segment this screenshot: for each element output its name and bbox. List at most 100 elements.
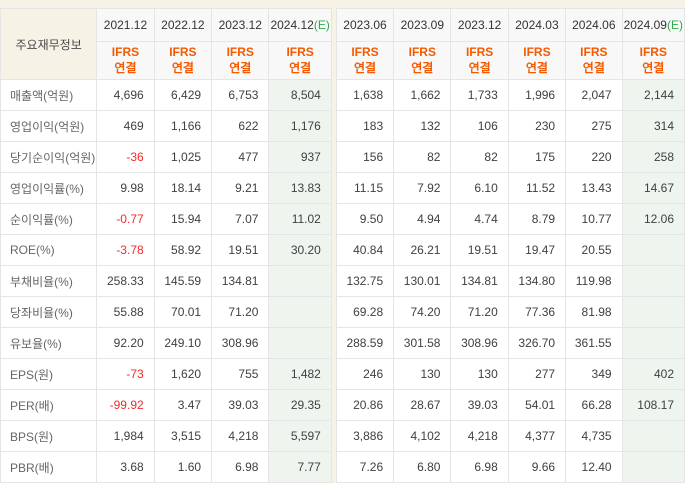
- row-label: BPS(원): [0, 420, 98, 452]
- table-cell: 14.67: [621, 172, 685, 204]
- column-date-label: 2023.12: [457, 18, 502, 32]
- table-row-영업이익(억원): 영업이익(억원) 469 1,166 622 1,176: [0, 110, 332, 142]
- table-cell: 12.06: [621, 203, 685, 235]
- row-label: PER(배): [0, 389, 98, 421]
- row-label: 당기순이익(억원): [0, 141, 98, 173]
- ifrs-consolidated-header: IFRS 연결: [565, 41, 623, 80]
- ifrs-label: IFRS: [111, 44, 140, 59]
- column-header-2023.06: 2023.06: [335, 8, 395, 42]
- table-cell: 4,696: [96, 79, 155, 111]
- table-cell: 9.98: [96, 172, 155, 204]
- column-header-2024.03: 2024.03: [507, 8, 567, 42]
- column-header-2021.12: 2021.12: [96, 8, 155, 42]
- table-title: 주요재무정보: [0, 8, 98, 80]
- table-cell: 277: [507, 358, 567, 390]
- table-row-유보율(%): 288.59 301.58 308.96 326.70 361.55: [335, 327, 685, 359]
- table-row-순이익률(%): 순이익률(%) -0.77 15.94 7.07 11.02: [0, 203, 332, 235]
- table-cell: 77.36: [507, 296, 567, 328]
- consolidated-label: 연결: [289, 60, 312, 75]
- table-cell: 175: [507, 141, 567, 173]
- table-row-PBR(배): 7.26 6.80 6.98 9.66 12.40: [335, 451, 685, 483]
- consolidated-label: 연결: [411, 60, 434, 75]
- table-row-EPS(원): 246 130 130 277 349 402: [335, 358, 685, 390]
- ifrs-label: IFRS: [523, 44, 551, 59]
- table-cell: 1,733: [450, 79, 509, 111]
- financial-summary-tables: 주요재무정보 2021.12 2022.12 2023.12 2024.12(E) I…: [0, 8, 685, 483]
- table-cell: 477: [211, 141, 270, 173]
- ifrs-label: IFRS: [639, 44, 667, 59]
- table-row-당좌비율(%): 69.28 74.20 71.20 77.36 81.98: [335, 296, 685, 328]
- ifrs-label: IFRS: [286, 44, 314, 59]
- table-cell: 755: [211, 358, 270, 390]
- table-row-PBR(배): PBR(배) 3.68 1.60 6.98 7.77: [0, 451, 332, 483]
- table-cell: 230: [507, 110, 567, 142]
- consolidated-label: 연결: [229, 60, 252, 75]
- table-cell: 40.84: [335, 234, 395, 266]
- table-row-영업이익률(%): 영업이익률(%) 9.98 18.14 9.21 13.83: [0, 172, 332, 204]
- table-cell: 326.70: [507, 327, 567, 359]
- column-date-label: 2024.06: [572, 18, 616, 32]
- table-cell: 11.02: [268, 203, 332, 235]
- table-row-당좌비율(%): 당좌비율(%) 55.88 70.01 71.20: [0, 296, 332, 328]
- ifrs-label: IFRS: [408, 44, 436, 59]
- table-cell: 18.14: [153, 172, 213, 204]
- table-cell: 13.83: [268, 172, 332, 204]
- table-cell: 29.35: [268, 389, 332, 421]
- table-cell: 7.07: [211, 203, 270, 235]
- table-cell: 2,144: [621, 79, 685, 111]
- table-cell: 1,176: [268, 110, 332, 142]
- row-label: 매출액(억원): [0, 79, 98, 111]
- table-row-매출액(억원): 매출액(억원) 4,696 6,429 6,753 8,504: [0, 79, 332, 111]
- ifrs-consolidated-header: IFRS 연결: [393, 41, 452, 80]
- column-header-2024.06: 2024.06: [565, 8, 623, 42]
- table-cell: 1,638: [335, 79, 395, 111]
- table-cell: 82: [393, 141, 452, 173]
- table-cell: -0.77: [96, 203, 155, 235]
- table-cell: 258: [621, 141, 685, 173]
- table-cell: 6.98: [450, 451, 509, 483]
- table-cell: 2,047: [565, 79, 623, 111]
- table-cell: 4,102: [393, 420, 452, 452]
- table-row-영업이익률(%): 11.15 7.92 6.10 11.52 13.43 14.67: [335, 172, 685, 204]
- column-header-2024.09: 2024.09(E): [621, 8, 685, 42]
- table-cell: 1,482: [268, 358, 332, 390]
- row-label: 부채비율(%): [0, 265, 98, 297]
- table-cell: 4,218: [211, 420, 270, 452]
- table-cell: 74.20: [393, 296, 452, 328]
- annual-date-row: 주요재무정보 2021.12 2022.12 2023.12 2024.12(E): [0, 8, 332, 80]
- table-cell: 1,662: [393, 79, 452, 111]
- table-cell: 4.74: [450, 203, 509, 235]
- table-cell: 469: [96, 110, 155, 142]
- table-cell: 258.33: [96, 265, 155, 297]
- table-cell: 1,996: [507, 79, 567, 111]
- column-header-2023.12: 2023.12: [450, 8, 509, 42]
- table-row-EPS(원): EPS(원) -73 1,620 755 1,482: [0, 358, 332, 390]
- table-cell: 11.15: [335, 172, 395, 204]
- table-cell: 11.52: [507, 172, 567, 204]
- estimate-mark: (E): [666, 18, 683, 32]
- row-label: 당좌비율(%): [0, 296, 98, 328]
- row-label: ROE(%): [0, 234, 98, 266]
- consolidated-label: 연결: [353, 60, 377, 75]
- table-cell: 28.67: [393, 389, 452, 421]
- table-cell: 314: [621, 110, 685, 142]
- table-cell: 19.47: [507, 234, 567, 266]
- table-cell: 106: [450, 110, 509, 142]
- ifrs-consolidated-header: IFRS 연결: [96, 41, 155, 80]
- table-cell: 20.55: [565, 234, 623, 266]
- table-cell: 15.94: [153, 203, 213, 235]
- table-cell: 4,218: [450, 420, 509, 452]
- ifrs-consolidated-header: IFRS 연결: [335, 41, 395, 80]
- table-cell: 349: [565, 358, 623, 390]
- table-cell: 6.80: [393, 451, 452, 483]
- row-label: 순이익률(%): [0, 203, 98, 235]
- table-cell: 30.20: [268, 234, 332, 266]
- annual-financial-table: 주요재무정보 2021.12 2022.12 2023.12 2024.12(E) I…: [0, 8, 332, 483]
- table-cell: [268, 327, 332, 359]
- table-cell: 81.98: [565, 296, 623, 328]
- table-cell: 10.77: [565, 203, 623, 235]
- table-cell: 69.28: [335, 296, 395, 328]
- table-cell: 1,620: [153, 358, 213, 390]
- table-cell: 6,753: [211, 79, 270, 111]
- table-row-부채비율(%): 132.75 130.01 134.81 134.80 119.98: [335, 265, 685, 297]
